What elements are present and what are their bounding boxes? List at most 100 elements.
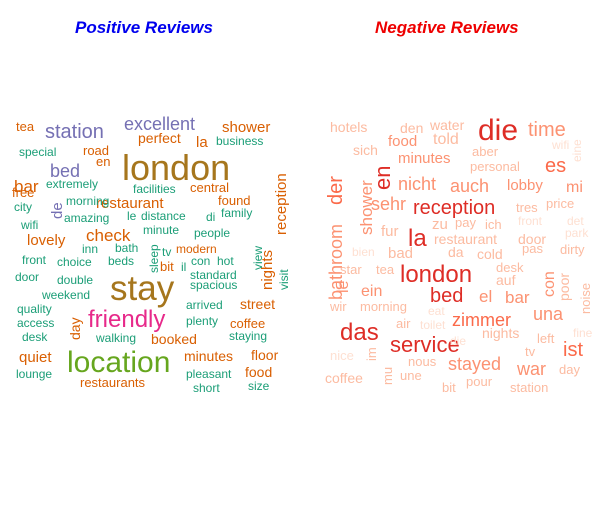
positive-word-pleasant: pleasant <box>186 367 232 381</box>
positive-word-di: di <box>206 210 215 224</box>
positive-word-food: food <box>245 364 272 380</box>
negative-word-reception: reception <box>413 197 495 219</box>
positive-word-location: location <box>67 346 170 379</box>
negative-word-nights: nights <box>482 325 519 341</box>
negative-word-day: day <box>559 362 580 377</box>
negative-word-wir: wir <box>329 299 347 314</box>
negative-word-eat: eat <box>428 304 445 318</box>
positive-word-bath: bath <box>115 241 138 255</box>
positive-word-beds: beds <box>108 254 134 268</box>
negative-word-told: told <box>433 131 459 148</box>
negative-word-la: la <box>408 225 427 252</box>
negative-word-bien: bien <box>352 245 375 259</box>
negative-word-sich: sich <box>353 142 378 158</box>
positive-word-bit: bit <box>160 259 174 274</box>
negative-word-tres: tres <box>516 200 538 215</box>
negative-word-une: une <box>400 368 422 383</box>
positive-word-minutes: minutes <box>184 348 233 364</box>
negative-word-price: price <box>546 196 574 211</box>
positive-word-people: people <box>194 226 230 240</box>
negative-word-bed: bed <box>430 285 463 307</box>
positive-word-la: la <box>196 134 208 151</box>
positive-word-walking: walking <box>95 331 136 345</box>
negative-word-bathroom: bathroom <box>326 224 346 300</box>
negative-word-nice: nice <box>330 348 354 363</box>
negative-word-eine: eine <box>570 139 584 162</box>
negative-word-zimmer: zimmer <box>452 310 511 330</box>
negative-word-left: left <box>537 331 555 346</box>
negative-word-door: door <box>518 231 546 247</box>
negative-word-coffee: coffee <box>325 370 363 386</box>
negative-word-auch: auch <box>450 176 489 196</box>
positive-word-amazing: amazing <box>64 211 109 225</box>
negative-word-el: el <box>479 287 492 306</box>
positive-word-visit: visit <box>277 269 291 290</box>
positive-word-stay: stay <box>110 269 175 308</box>
negative-word-bit: bit <box>442 380 456 395</box>
negative-word-ist: ist <box>563 339 583 361</box>
negative-reviews-title: Negative Reviews <box>375 18 519 37</box>
negative-word-morning: morning <box>360 299 407 314</box>
positive-word-choice: choice <box>57 255 92 269</box>
positive-word-view: view <box>251 246 265 270</box>
negative-word-bar: bar <box>505 288 530 307</box>
negative-word-stayed: stayed <box>448 354 501 374</box>
positive-word-restaurants: restaurants <box>80 375 146 390</box>
negative-word-star: star <box>340 262 362 277</box>
negative-word-london: london <box>400 261 472 288</box>
negative-word-pour: pour <box>466 374 493 389</box>
negative-word-bad: bad <box>388 245 413 262</box>
positive-word-family: family <box>221 206 252 220</box>
negative-word-det: det <box>567 214 584 228</box>
negative-word-fine: fine <box>573 326 593 340</box>
positive-word-street: street <box>240 296 275 312</box>
negative-word-restaurant: restaurant <box>434 231 497 247</box>
positive-word-plenty: plenty <box>186 314 218 328</box>
positive-word-london: london <box>122 147 230 188</box>
positive-word-inn: inn <box>82 242 98 256</box>
positive-word-con: con <box>191 254 210 268</box>
positive-word-size: size <box>248 379 270 393</box>
positive-word-central: central <box>190 180 229 195</box>
positive-word-lovely: lovely <box>27 232 66 249</box>
negative-word-die: die <box>478 114 518 147</box>
negative-word-tv: tv <box>525 344 536 359</box>
negative-word-le: le <box>335 280 352 293</box>
negative-word-pas: pas <box>522 241 543 256</box>
negative-word-hotels: hotels <box>330 119 367 135</box>
positive-word-front: front <box>22 253 47 267</box>
positive-word-wifi: wifi <box>20 218 38 232</box>
positive-word-door: door <box>15 270 39 284</box>
positive-word-city: city <box>14 200 32 214</box>
positive-word-sleep: sleep <box>147 244 161 273</box>
positive-word-access: access <box>17 316 54 330</box>
positive-word-staying: staying <box>229 329 267 343</box>
negative-word-una: una <box>533 304 564 324</box>
negative-word-poor: poor <box>556 273 572 301</box>
positive-word-floor: floor <box>251 347 279 363</box>
positive-word-friendly: friendly <box>88 306 165 333</box>
positive-word-tv: tv <box>162 245 171 259</box>
negative-word-mi: mi <box>566 179 583 196</box>
negative-word-der: der <box>325 176 347 205</box>
positive-word-le: le <box>127 209 137 223</box>
negative-word-die: die <box>450 334 466 348</box>
positive-word-lounge: lounge <box>16 367 52 381</box>
negative-word-tea: tea <box>376 262 395 277</box>
positive-word-double: double <box>57 273 93 287</box>
positive-word-facilities: facilities <box>133 182 176 196</box>
negative-word-toilet: toilet <box>420 318 446 332</box>
positive-word-morning: morning <box>66 194 109 208</box>
negative-word-park: park <box>565 226 589 240</box>
positive-word-special: special <box>19 145 56 159</box>
positive-word-desk: desk <box>22 330 48 344</box>
positive-word-coffee: coffee <box>230 316 265 331</box>
positive-word-tea: tea <box>16 119 35 134</box>
positive-word-short: short <box>193 381 220 395</box>
negative-word-minutes: minutes <box>398 150 451 167</box>
positive-word-il: il <box>181 260 186 274</box>
negative-word-nous: nous <box>408 354 437 369</box>
negative-word-front: front <box>518 214 543 228</box>
positive-word-nights: nights <box>259 250 276 290</box>
